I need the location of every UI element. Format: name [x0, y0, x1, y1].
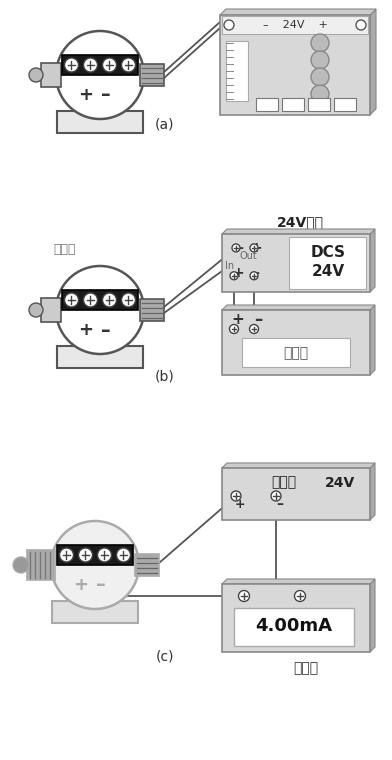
Text: 安全栅: 安全栅 [272, 476, 297, 489]
Text: 变送器: 变送器 [54, 243, 76, 256]
Circle shape [116, 548, 131, 562]
Bar [308, 98, 330, 111]
Polygon shape [370, 9, 376, 115]
Bar [222, 310, 370, 375]
Circle shape [29, 68, 43, 82]
Polygon shape [222, 229, 375, 234]
Circle shape [98, 548, 111, 562]
Circle shape [311, 85, 329, 103]
Text: +: + [73, 576, 89, 594]
Text: –: – [96, 575, 106, 594]
Bar [140, 299, 164, 321]
Text: 4.00mA: 4.00mA [256, 617, 332, 635]
Circle shape [51, 521, 139, 609]
Circle shape [56, 31, 144, 119]
Circle shape [83, 293, 98, 307]
Circle shape [56, 266, 144, 354]
Bar [222, 584, 370, 652]
Circle shape [232, 244, 240, 252]
Text: Out: Out [239, 251, 257, 261]
Circle shape [230, 272, 238, 280]
Polygon shape [222, 305, 375, 310]
Bar [27, 550, 55, 580]
Bar [62, 290, 138, 310]
Text: (a): (a) [155, 118, 175, 132]
Circle shape [356, 20, 366, 30]
Text: 电流表: 电流表 [294, 661, 319, 675]
Text: +: + [250, 241, 262, 255]
Text: +: + [78, 86, 94, 104]
Bar [135, 554, 159, 576]
Circle shape [102, 293, 116, 307]
Circle shape [65, 293, 78, 307]
Text: –: – [101, 321, 111, 340]
Text: +: + [232, 312, 244, 328]
Circle shape [271, 491, 281, 501]
Polygon shape [370, 229, 375, 292]
Text: (b): (b) [155, 370, 175, 384]
Bar [57, 346, 143, 368]
Circle shape [29, 303, 43, 317]
Bar [41, 63, 61, 87]
Circle shape [250, 244, 258, 252]
Text: –: – [101, 86, 111, 105]
Bar [222, 234, 370, 292]
Text: In: In [225, 261, 234, 271]
Text: –: – [252, 267, 260, 280]
Circle shape [78, 548, 93, 562]
Circle shape [311, 51, 329, 69]
Circle shape [294, 591, 305, 601]
Circle shape [83, 58, 98, 72]
Text: +: + [232, 267, 244, 280]
Polygon shape [370, 463, 375, 520]
Text: +: + [235, 498, 245, 511]
Circle shape [311, 34, 329, 52]
Circle shape [231, 491, 241, 501]
Text: –: – [276, 497, 283, 511]
Bar [62, 55, 138, 75]
Polygon shape [370, 579, 375, 652]
Circle shape [65, 58, 78, 72]
Bar [57, 545, 133, 565]
Bar [226, 41, 248, 101]
Bar [220, 15, 370, 115]
Bar [282, 98, 304, 111]
Bar [222, 16, 368, 34]
Text: 24V: 24V [325, 476, 356, 489]
Bar [52, 601, 138, 623]
Text: +: + [78, 321, 94, 339]
Circle shape [60, 548, 73, 562]
Circle shape [122, 293, 136, 307]
Polygon shape [370, 305, 375, 375]
Text: DCS
24V: DCS 24V [311, 245, 346, 279]
Bar [234, 608, 354, 646]
Text: –    24V    +: – 24V + [263, 20, 327, 30]
Text: 显示器: 显示器 [283, 347, 309, 360]
Bar [41, 298, 61, 322]
Bar [289, 237, 366, 289]
Polygon shape [222, 463, 375, 468]
Bar [334, 98, 356, 111]
Circle shape [238, 591, 249, 601]
Polygon shape [222, 579, 375, 584]
Bar [57, 111, 143, 133]
Circle shape [224, 20, 234, 30]
Bar [140, 64, 164, 86]
Text: –: – [254, 311, 262, 329]
Circle shape [122, 58, 136, 72]
Circle shape [250, 272, 258, 280]
Bar [222, 468, 370, 520]
Text: 24V电源: 24V电源 [276, 215, 323, 229]
Bar [256, 98, 278, 111]
Circle shape [13, 557, 29, 573]
Text: –: – [236, 241, 243, 255]
Text: (c): (c) [156, 650, 174, 664]
Circle shape [311, 68, 329, 86]
Circle shape [102, 58, 116, 72]
Bar [242, 338, 350, 367]
Polygon shape [220, 9, 376, 15]
Circle shape [249, 325, 258, 334]
Circle shape [229, 325, 238, 334]
